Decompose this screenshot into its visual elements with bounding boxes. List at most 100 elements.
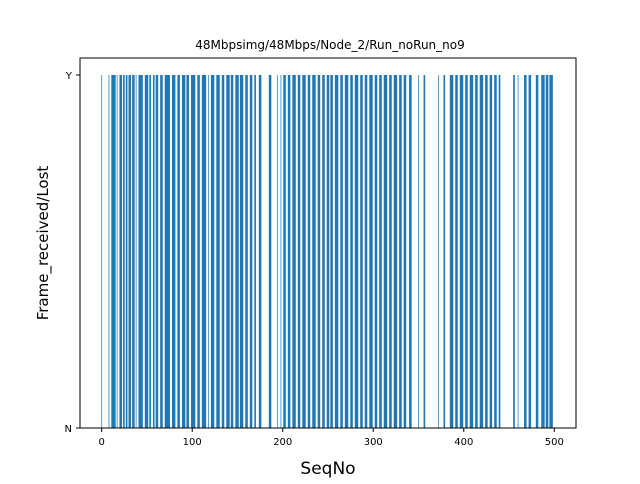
- bar-run-63: [399, 75, 402, 428]
- bar-run-25: [210, 75, 215, 428]
- bar-run-1: [108, 75, 110, 428]
- bar-run-34: [254, 75, 256, 428]
- bar-run-33: [249, 75, 253, 428]
- bar-run-12: [149, 75, 151, 428]
- bar-run-87: [545, 75, 549, 428]
- bar-run-88: [549, 75, 553, 428]
- bar-run-74: [469, 75, 474, 428]
- bar-run-48: [326, 75, 330, 428]
- bar-run-75: [475, 75, 478, 428]
- x-tick-label: 500: [545, 437, 564, 448]
- x-axis-ticks: 0 100 200 300 400 500: [99, 428, 564, 448]
- x-tick-label: 300: [364, 437, 383, 448]
- bar-run-79: [494, 75, 497, 428]
- bar-run-30: [235, 75, 239, 428]
- bar-run-27: [221, 75, 225, 428]
- x-tick-label: 400: [454, 437, 473, 448]
- chart-title: 48Mbpsimg/48Mbps/Node_2/Run_noRun_no9: [195, 38, 465, 52]
- bar-run-85: [535, 75, 539, 428]
- bar-run-58: [374, 75, 378, 428]
- bar-run-19: [181, 75, 186, 428]
- x-tick-label: 100: [183, 437, 202, 448]
- bar-run-78: [489, 75, 493, 428]
- bar-run-7: [128, 75, 132, 428]
- bar-run-37: [276, 75, 278, 428]
- bar-run-83: [524, 75, 527, 428]
- bar-run-20: [186, 75, 189, 428]
- bar-run-61: [389, 75, 392, 428]
- bar-run-60: [383, 75, 388, 428]
- bar-run-68: [438, 75, 439, 428]
- bar-run-18: [177, 75, 180, 428]
- bar-run-39: [283, 75, 286, 428]
- bar-run-66: [418, 75, 419, 428]
- x-tick-label: 200: [273, 437, 292, 448]
- bar-run-52: [344, 75, 349, 428]
- bar-run-24: [208, 75, 209, 428]
- bar-run-11: [144, 75, 149, 428]
- bar-run-80: [498, 75, 501, 428]
- bar-run-67: [423, 75, 426, 428]
- bar-run-44: [307, 75, 311, 428]
- bar-run-40: [287, 75, 291, 428]
- bar-run-21: [190, 75, 196, 428]
- bar-run-51: [340, 75, 343, 428]
- y-axis-ticks: NY: [65, 71, 80, 435]
- bar-run-84: [528, 75, 532, 428]
- bar-run-23: [201, 75, 207, 428]
- bar-run-5: [123, 75, 125, 428]
- bar-run-55: [360, 75, 363, 428]
- bar-run-53: [350, 75, 353, 428]
- bar-run-71: [455, 75, 458, 428]
- bar-run-57: [369, 75, 373, 428]
- bar-run-82: [517, 75, 519, 428]
- y-tick-label: N: [65, 424, 72, 435]
- bar-run-6: [125, 75, 128, 428]
- bar-run-47: [322, 75, 325, 428]
- bar-run-17: [171, 75, 176, 428]
- bar-run-77: [485, 75, 488, 428]
- bar-run-0: [101, 75, 103, 428]
- x-axis-label: SeqNo: [300, 459, 355, 479]
- bar-run-16: [164, 75, 170, 428]
- bar-run-29: [230, 75, 234, 428]
- bars-group: [101, 75, 553, 428]
- bar-run-15: [160, 75, 163, 428]
- bar-run-2: [111, 75, 116, 428]
- bar-run-36: [268, 75, 272, 428]
- bar-run-42: [297, 75, 301, 428]
- bar-run-8: [132, 75, 135, 428]
- x-tick-label: 0: [99, 437, 105, 448]
- bar-run-45: [312, 75, 316, 428]
- bar-run-10: [138, 75, 143, 428]
- y-axis-label: Frame_received/Lost: [34, 166, 53, 321]
- bar-run-65: [409, 75, 412, 428]
- bar-run-76: [479, 75, 484, 428]
- y-tick-label: Y: [65, 71, 73, 82]
- bar-run-59: [379, 75, 382, 428]
- bar-run-38: [280, 75, 282, 428]
- bar-run-28: [226, 75, 230, 428]
- bar-run-72: [459, 75, 464, 428]
- bar-run-49: [330, 75, 333, 428]
- bar-run-69: [443, 75, 446, 428]
- bar-run-54: [354, 75, 359, 428]
- bar-run-14: [155, 75, 159, 428]
- bar-run-32: [245, 75, 248, 428]
- bar-run-3: [116, 75, 118, 428]
- bar-run-46: [317, 75, 321, 428]
- bar-run-62: [393, 75, 398, 428]
- bar-run-26: [216, 75, 220, 428]
- bar-run-73: [465, 75, 468, 428]
- bar-run-22: [197, 75, 200, 428]
- bar-run-13: [152, 75, 155, 428]
- bar-run-56: [364, 75, 368, 428]
- bar-run-43: [302, 75, 306, 428]
- bar-run-50: [334, 75, 339, 428]
- bar-run-4: [119, 75, 122, 428]
- plot-frame: [79, 57, 577, 429]
- bar-run-35: [258, 75, 262, 428]
- bar-run-81: [513, 75, 515, 428]
